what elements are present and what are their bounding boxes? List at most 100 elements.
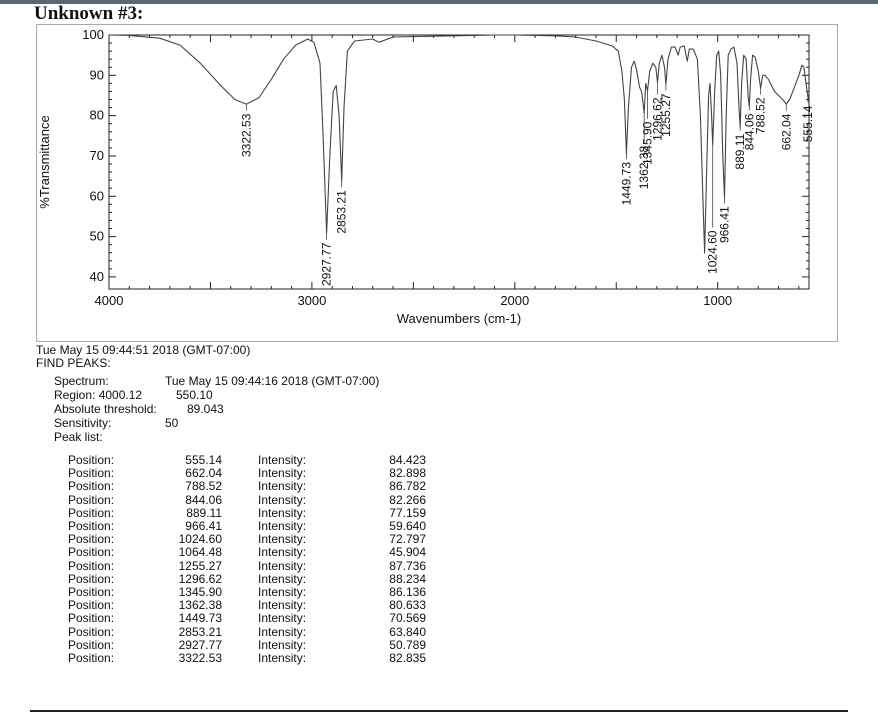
position-value: 555.14 bbox=[185, 453, 222, 467]
intensity-label: Intensity: bbox=[258, 624, 307, 639]
position-label: Position: bbox=[68, 624, 115, 639]
intensity-value: 86.782 bbox=[389, 479, 426, 494]
intensity-label: Intensity: bbox=[258, 571, 307, 586]
position-value: 1362.38 bbox=[178, 598, 222, 613]
intensity-value: 80.633 bbox=[389, 598, 426, 613]
position-value: 844.06 bbox=[185, 492, 222, 507]
threshold-value: 89.043 bbox=[187, 402, 224, 416]
intensity-value: 70.569 bbox=[389, 611, 426, 626]
position-value: 788.52 bbox=[185, 479, 222, 494]
x-tick-label: 4000 bbox=[95, 293, 124, 308]
region-value: 550.10 bbox=[176, 388, 213, 402]
position-value: 966.41 bbox=[185, 519, 222, 533]
intensity-value: 82.266 bbox=[389, 492, 426, 507]
peak-label: 1449.73 bbox=[619, 162, 633, 206]
sensitivity-value: 50 bbox=[165, 416, 179, 430]
y-tick-label: 50 bbox=[90, 229, 104, 244]
peak-label: 966.41 bbox=[718, 206, 732, 243]
position-value: 1255.27 bbox=[178, 558, 222, 573]
x-axis-label: Wavenumbers (cm-1) bbox=[397, 311, 521, 326]
spectrum-label: Spectrum: bbox=[54, 374, 109, 388]
peak-label: 2927.77 bbox=[320, 242, 334, 286]
intensity-value: 72.797 bbox=[389, 532, 426, 547]
peak-list-label: Peak list: bbox=[54, 430, 103, 444]
intensity-label: Intensity: bbox=[258, 479, 307, 494]
intensity-label: Intensity: bbox=[258, 505, 307, 520]
position-label: Position: bbox=[68, 598, 115, 613]
ir-spectrum-chart: 40 50 60 70 80 90 100 4000 3000 2000 1000 Wavenumbe… bbox=[37, 27, 815, 326]
intensity-value: 82.898 bbox=[389, 466, 426, 481]
peak-label: 3322.53 bbox=[239, 113, 253, 157]
position-label: Position: bbox=[68, 611, 115, 626]
intensity-value: 87.736 bbox=[389, 558, 426, 573]
position-value: 2853.21 bbox=[178, 624, 222, 639]
position-value: 889.11 bbox=[186, 505, 222, 520]
peak-label: 662.04 bbox=[779, 113, 793, 150]
intensity-label: Intensity: bbox=[258, 558, 307, 573]
position-value: 1296.62 bbox=[178, 571, 222, 586]
position-label: Position: bbox=[68, 519, 115, 533]
peak-report: Tue May 15 09:44:51 2018 (GMT-07:00) FIN… bbox=[36, 342, 736, 702]
spectrum-value: Tue May 15 09:44:16 2018 (GMT-07:00) bbox=[165, 374, 380, 388]
intensity-label: Intensity: bbox=[258, 453, 307, 467]
intensity-value: 88.234 bbox=[389, 571, 426, 586]
y-tick-label: 40 bbox=[90, 269, 104, 284]
intensity-label: Intensity: bbox=[258, 598, 307, 613]
position-value: 1024.60 bbox=[178, 532, 222, 547]
position-label: Position: bbox=[68, 545, 115, 560]
y-tick-label: 100 bbox=[82, 27, 104, 42]
intensity-value: 59.640 bbox=[389, 519, 426, 533]
peak-label: 1024.60 bbox=[706, 230, 720, 274]
intensity-label: Intensity: bbox=[258, 637, 307, 652]
x-tick-label: 3000 bbox=[297, 293, 326, 308]
peak-label: 1296.62 bbox=[651, 97, 665, 141]
position-value: 2927.77 bbox=[178, 637, 222, 652]
position-label: Position: bbox=[68, 571, 115, 586]
position-label: Position: bbox=[68, 492, 115, 507]
position-label: Position: bbox=[68, 466, 115, 481]
report-timestamp: Tue May 15 09:44:51 2018 (GMT-07:00) bbox=[36, 343, 251, 357]
intensity-value: 63.840 bbox=[389, 624, 426, 639]
chart-frame: 40 50 60 70 80 90 100 4000 3000 2000 1000 Wavenumbe… bbox=[36, 24, 838, 342]
peak-label: 555.14 bbox=[801, 105, 815, 142]
intensity-label: Intensity: bbox=[258, 545, 307, 560]
intensity-value: 82.835 bbox=[389, 651, 426, 665]
position-label: Position: bbox=[68, 637, 115, 652]
sensitivity-label: Sensitivity: bbox=[54, 416, 112, 430]
position-label: Position: bbox=[68, 651, 115, 665]
y-axis-label: %Transmittance bbox=[37, 115, 52, 208]
top-border bbox=[0, 0, 878, 4]
intensity-value: 50.789 bbox=[389, 637, 426, 652]
page-title: Unknown #3: bbox=[34, 3, 144, 24]
position-value: 662.04 bbox=[185, 466, 222, 481]
position-label: Position: bbox=[68, 532, 115, 547]
y-tick-label: 80 bbox=[90, 108, 104, 123]
position-label: Position: bbox=[68, 453, 115, 467]
position-label: Position: bbox=[68, 558, 115, 573]
peak-label: 1255.27 bbox=[659, 93, 673, 137]
intensity-label: Intensity: bbox=[258, 466, 307, 481]
position-value: 1345.90 bbox=[178, 585, 222, 599]
intensity-value: 77.159 bbox=[389, 505, 426, 520]
intensity-label: Intensity: bbox=[258, 611, 307, 626]
intensity-label: Intensity: bbox=[258, 651, 307, 665]
spectrum-line bbox=[108, 34, 810, 254]
position-label: Position: bbox=[68, 585, 115, 599]
x-tick-label: 2000 bbox=[500, 293, 529, 308]
x-tick-label: 1000 bbox=[703, 293, 732, 308]
position-value: 1064.48 bbox=[178, 545, 222, 560]
position-value: 3322.53 bbox=[178, 651, 222, 665]
region-label: Region: 4000.12 bbox=[54, 388, 143, 402]
intensity-value: 84.423 bbox=[389, 453, 426, 467]
bottom-rule bbox=[30, 710, 848, 712]
plot-area bbox=[108, 34, 810, 290]
y-tick-label: 60 bbox=[90, 188, 104, 203]
intensity-value: 86.136 bbox=[389, 585, 426, 599]
intensity-value: 45.904 bbox=[389, 545, 426, 560]
position-label: Position: bbox=[68, 505, 115, 520]
peak-label: 1345.90 bbox=[641, 121, 655, 165]
intensity-label: Intensity: bbox=[258, 532, 307, 547]
peak-label: 1362.38 bbox=[637, 146, 651, 190]
y-tick-label: 70 bbox=[90, 148, 104, 163]
y-tick-label: 90 bbox=[90, 67, 104, 82]
